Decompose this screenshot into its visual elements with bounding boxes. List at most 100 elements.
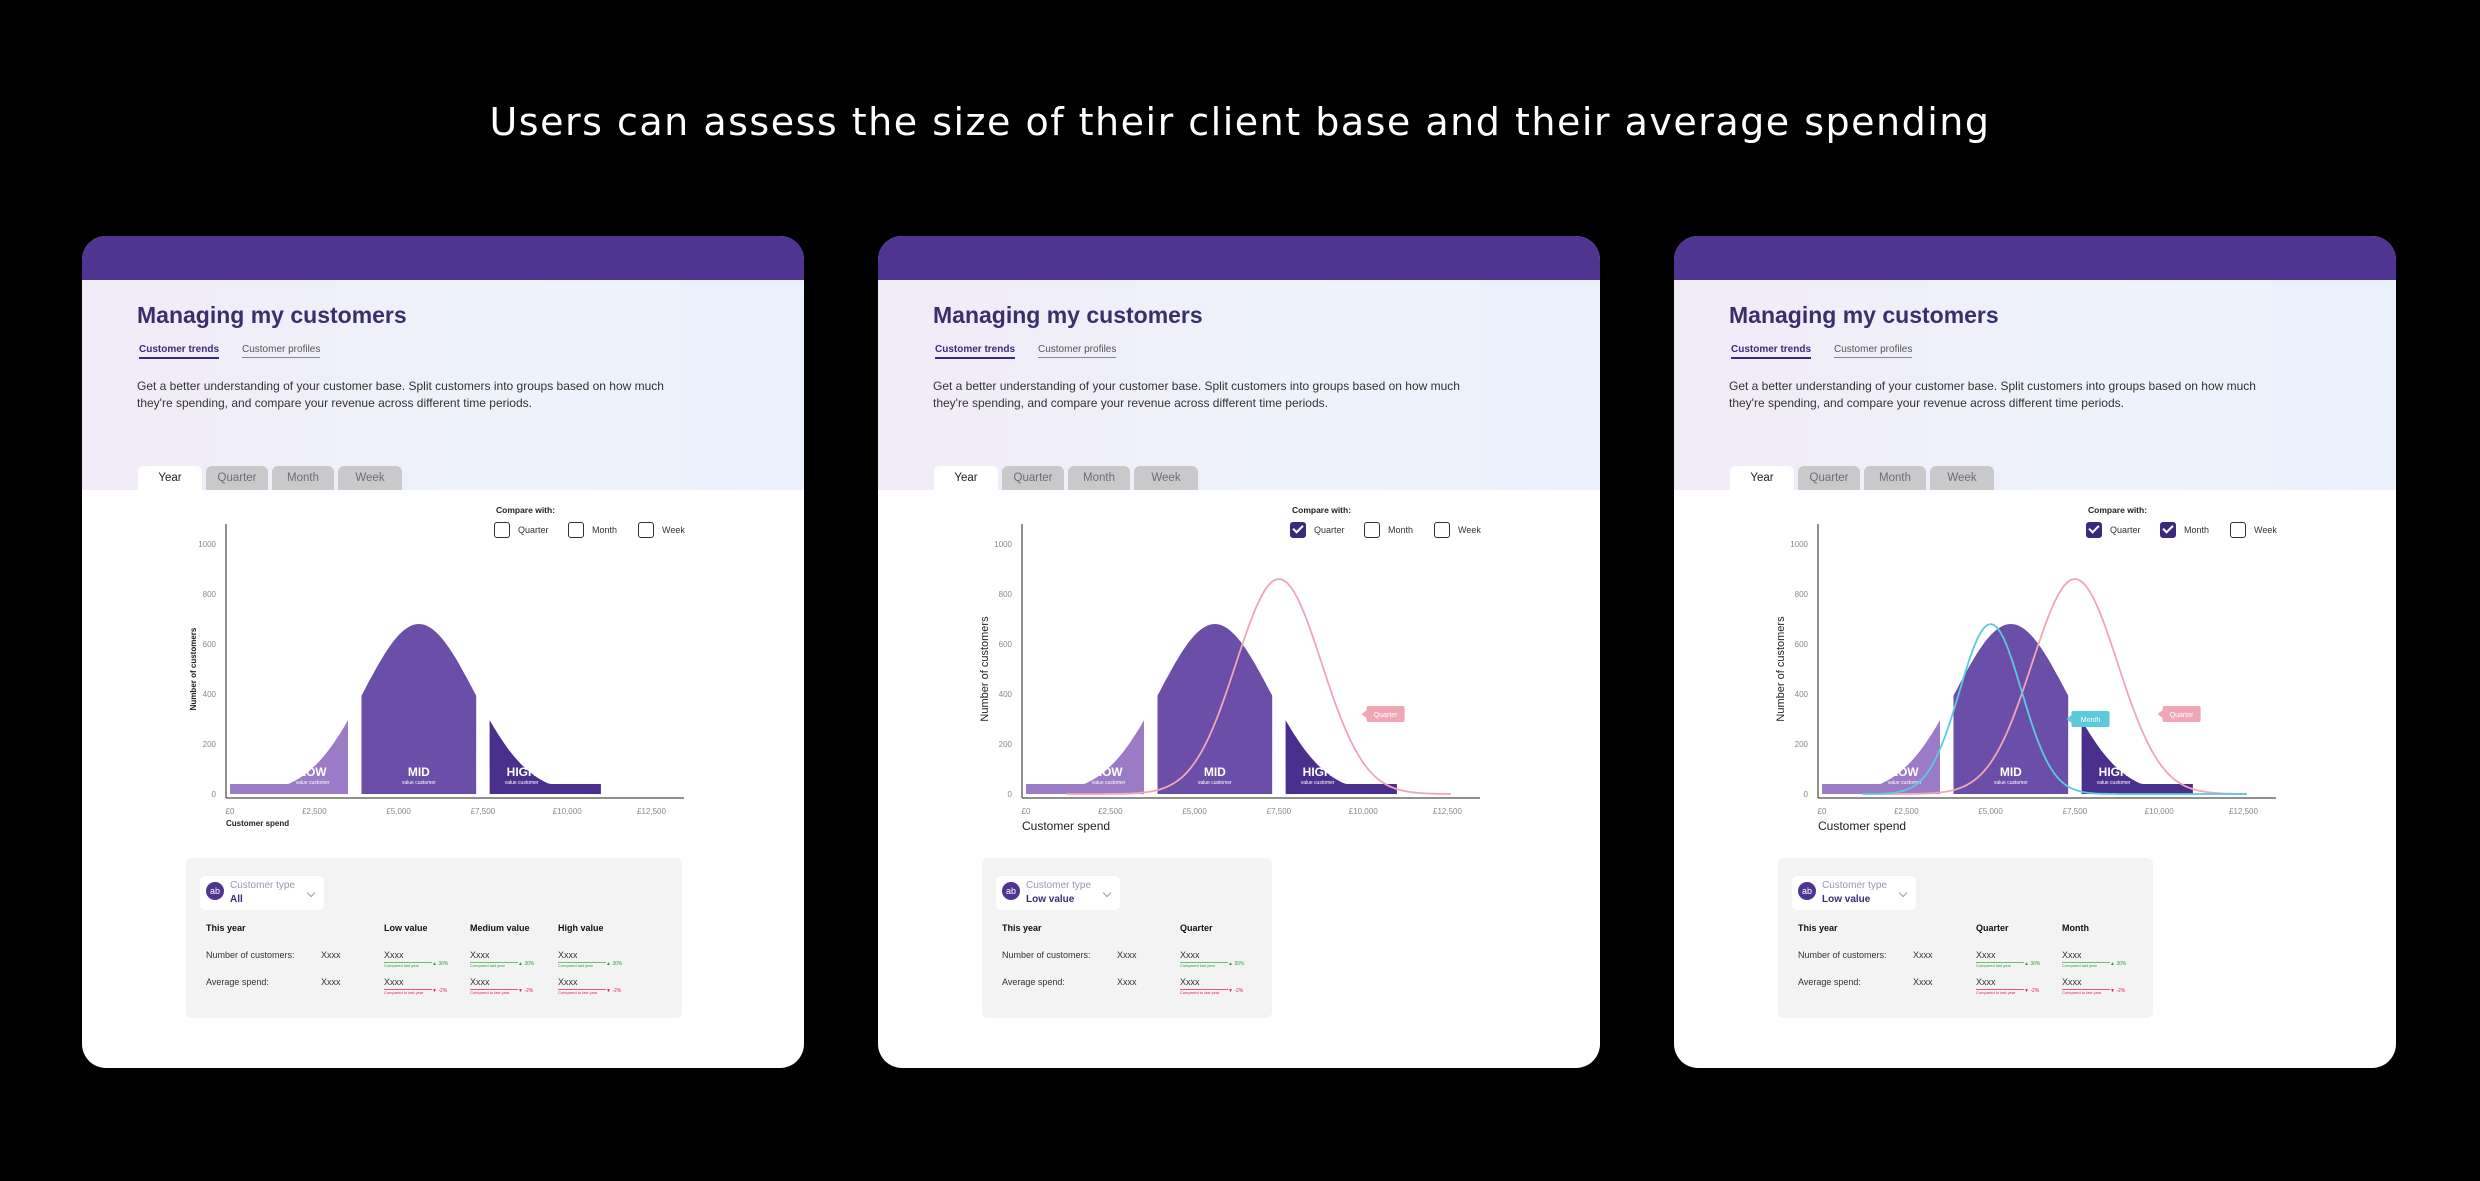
checkbox[interactable] [638,522,654,538]
comparison-tag-label: Quarter [1374,712,1398,719]
segment-sublabel: value customer [2097,780,2131,786]
y-tick-label: 600 [1795,640,1809,649]
checkbox[interactable] [568,522,584,538]
hero-background [82,280,804,490]
table-header: Quarter [1180,923,1213,933]
y-axis-title: Number of customers [979,616,991,722]
subtab-customer-trends[interactable]: Customer trends [1731,344,1812,359]
y-tick-label: 1000 [198,540,216,549]
checkbox[interactable] [494,522,510,538]
summary-panel: ab Customer type Low value This year Quarter… [982,858,1272,1018]
subtab-customer-profiles[interactable]: Customer profiles [242,344,321,358]
checkbox[interactable] [1364,522,1380,538]
subtab-customer-profiles[interactable]: Customer profiles [1834,344,1913,358]
checkbox[interactable] [1434,522,1450,538]
table-row-label: Average spend: [206,977,269,987]
period-tab-year[interactable]: Year [1730,466,1794,490]
customer-type-select[interactable]: ab Customer type All [200,876,324,910]
checkbox[interactable] [1290,522,1306,538]
subtab-customer-trends[interactable]: Customer trends [935,344,1016,359]
top-nav-bar [878,236,1600,280]
table-row-label: Number of customers: [206,950,295,960]
change-value: ▲ 30% [2024,961,2041,967]
compared-text: Compared to last year [558,990,598,995]
segment-low [230,720,349,794]
checkbox[interactable] [2230,522,2246,538]
table-cell: Xxxx [2062,977,2082,987]
period-tab-month[interactable]: Month [272,466,334,490]
y-tick-label: 800 [203,590,217,599]
x-tick-label: £5,000 [386,807,411,816]
period-tab-month[interactable]: Month [1068,466,1130,490]
subtab-customer-trends[interactable]: Customer trends [139,344,220,359]
comparison-line-month [1862,623,2247,795]
checkbox-label: Quarter [518,525,549,535]
comparison-line-quarter [1066,578,1451,795]
compare-label: Compare with: [1292,505,1352,515]
compared-text: Compared last year [1976,963,2011,968]
x-tick-label: £7,500 [1267,807,1292,816]
period-tab-week[interactable]: Week [1930,466,1994,490]
change-value: ▲ 30% [518,961,535,967]
period-tab-week[interactable]: Week [1134,466,1198,490]
segment-label: HIGH [507,765,537,779]
table-cell: Xxxx [1976,977,1996,987]
customer-distribution-chart: 0 200 400 600 800 1000 £0 £2,500 £5,000 £7,500 £10… [979,524,1480,833]
x-axis-title: Customer spend [1022,819,1110,833]
y-tick-label: 200 [203,740,217,749]
table-header: Month [2062,923,2089,933]
segment-high [1285,720,1397,794]
change-underline [1180,989,1228,990]
period-tab-week[interactable]: Week [338,466,402,490]
segment-low [1822,720,1941,794]
x-tick-label: £2,500 [1894,807,1919,816]
x-tick-label: £12,500 [637,807,666,816]
period-tab-month[interactable]: Month [1864,466,1926,490]
period-tab-quarter[interactable]: Quarter [1798,466,1860,490]
table-cell: Xxxx [1913,950,1933,960]
compared-text: Compared to last year [1180,990,1220,995]
segment-high [2081,720,2193,794]
chevron-down-icon [306,888,316,898]
change-value: ▼ -2% [1228,988,1244,994]
chevron-down-icon [1898,888,1908,898]
segment-sublabel: value customer [1888,780,1922,786]
checkbox[interactable] [2160,522,2176,538]
table-header: Medium value [470,923,530,933]
customer-type-select[interactable]: ab Customer type Low value [1792,876,1916,910]
y-tick-label: 200 [999,740,1013,749]
customer-distribution-chart: 0 200 400 600 800 1000 £0 £2,500 £5,000 £7,500 £10… [189,524,684,828]
x-tick-label: £0 [1818,807,1827,816]
comparison-tag-month: Month [2066,711,2110,727]
change-value: ▼ -2% [2110,988,2126,994]
table-header: This year [206,923,246,933]
period-tab-quarter[interactable]: Quarter [206,466,268,490]
segment-sublabel: value customer [1301,780,1335,786]
compared-text: Compared last year [384,963,419,968]
table-cell: Xxxx [321,950,341,960]
period-tab-year[interactable]: Year [138,466,202,490]
period-tab-year[interactable]: Year [934,466,998,490]
headline: Users can assess the size of their clien… [489,100,1991,144]
period-tab-quarter[interactable]: Quarter [1002,466,1064,490]
checkbox-label: Month [592,525,618,535]
subtab-customer-profiles[interactable]: Customer profiles [1038,344,1117,358]
x-tick-label: £5,000 [1978,807,2003,816]
compared-text: Compared to last year [2062,990,2102,995]
change-underline [558,989,606,990]
table-cell: Xxxx [470,950,490,960]
table-row-label: Average spend: [1798,977,1861,987]
table-header: Low value [384,923,428,933]
customer-type-select[interactable]: ab Customer type Low value [996,876,1120,910]
change-underline [1180,962,1228,963]
table-cell: Xxxx [470,977,490,987]
checkbox[interactable] [2086,522,2102,538]
segment-label: HIGH [1303,765,1333,779]
segment-label: LOW [299,765,328,779]
compare-label: Compare with: [496,505,556,515]
x-tick-label: £12,500 [2229,807,2258,816]
y-tick-label: 1000 [1790,540,1808,549]
screen-card: Managing my customers Customer trends Cust… [1674,236,2396,1068]
summary-panel: ab Customer type Low value This year Quarter… [1778,858,2153,1018]
checkbox-label: Quarter [2110,525,2141,535]
